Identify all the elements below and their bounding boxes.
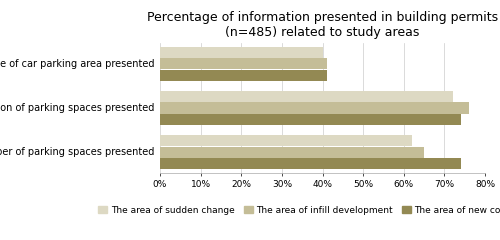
Bar bbox=[160, 47, 322, 58]
Bar bbox=[160, 91, 452, 102]
Bar bbox=[160, 146, 424, 158]
Bar bbox=[160, 135, 412, 146]
Title: Percentage of information presented in building permits
(n=485) related to study: Percentage of information presented in b… bbox=[147, 11, 498, 39]
Bar bbox=[160, 114, 460, 125]
Bar bbox=[160, 158, 460, 169]
Bar bbox=[160, 58, 326, 70]
Legend: The area of sudden change, The area of infill development, The area of new const: The area of sudden change, The area of i… bbox=[98, 206, 500, 215]
Bar bbox=[160, 102, 469, 114]
Bar bbox=[160, 70, 326, 81]
